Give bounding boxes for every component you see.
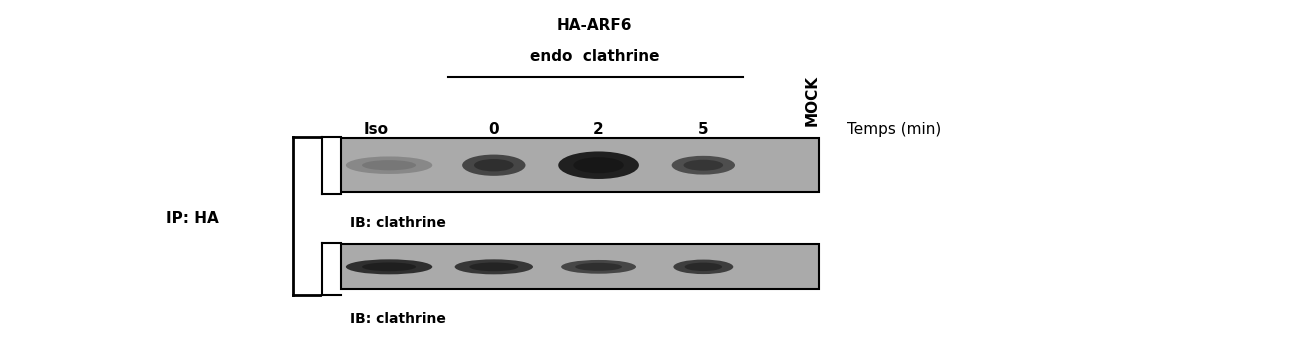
Ellipse shape xyxy=(455,259,533,274)
Text: IB: clathrine: IB: clathrine xyxy=(350,216,446,231)
Text: Temps (min): Temps (min) xyxy=(847,122,942,137)
Text: 2: 2 xyxy=(593,122,604,137)
Ellipse shape xyxy=(684,160,723,171)
Text: IB: clathrine: IB: clathrine xyxy=(350,312,446,326)
Ellipse shape xyxy=(562,260,636,274)
Ellipse shape xyxy=(673,259,734,274)
Text: HA-ARF6: HA-ARF6 xyxy=(556,18,633,33)
Bar xyxy=(341,138,818,192)
Ellipse shape xyxy=(346,259,433,274)
Ellipse shape xyxy=(559,151,639,179)
Ellipse shape xyxy=(462,155,526,176)
Ellipse shape xyxy=(573,157,623,173)
Ellipse shape xyxy=(362,160,416,170)
Text: 0: 0 xyxy=(488,122,500,137)
Text: endo  clathrine: endo clathrine xyxy=(530,49,659,64)
Ellipse shape xyxy=(473,159,514,172)
Ellipse shape xyxy=(362,263,416,271)
Ellipse shape xyxy=(672,156,735,175)
Text: Iso: Iso xyxy=(363,122,388,137)
Ellipse shape xyxy=(346,156,433,174)
Ellipse shape xyxy=(685,263,722,271)
Ellipse shape xyxy=(575,263,622,271)
Text: 5: 5 xyxy=(698,122,709,137)
Text: MOCK: MOCK xyxy=(805,74,819,126)
Text: IP: HA: IP: HA xyxy=(166,211,220,226)
Ellipse shape xyxy=(469,263,518,271)
Bar xyxy=(341,244,818,289)
